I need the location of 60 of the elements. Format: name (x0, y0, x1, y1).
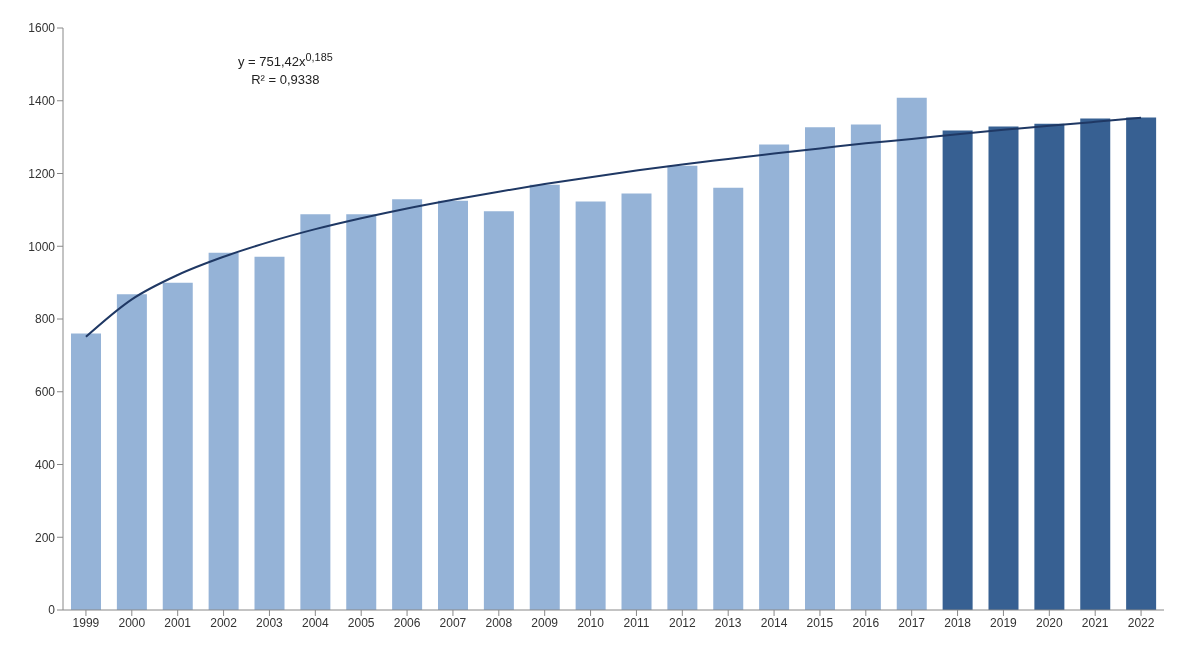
bar (713, 187, 744, 610)
bar (483, 211, 514, 610)
x-tick-label: 2015 (806, 615, 834, 630)
x-tick-label: 2014 (760, 615, 788, 630)
x-tick-label: 1999 (72, 615, 100, 630)
x-tick-label: 2010 (577, 615, 605, 630)
bar (942, 130, 973, 610)
x-tick-label: 2004 (301, 615, 329, 630)
bar (1126, 117, 1157, 610)
x-tick-label: 2017 (898, 615, 926, 630)
x-tick-label: 2012 (668, 615, 696, 630)
x-tick-label: 2009 (531, 615, 559, 630)
x-tick-label: 2008 (485, 615, 513, 630)
bar (1080, 118, 1111, 610)
x-tick-label: 2007 (439, 615, 467, 630)
y-tick-label: 400 (34, 457, 56, 472)
bar (116, 294, 147, 610)
line-series (84, 116, 1143, 338)
x-tick-label: 2013 (714, 615, 742, 630)
bar (346, 214, 377, 610)
x-tick-label: 2022 (1127, 615, 1155, 630)
bar (988, 126, 1019, 610)
x-tick-label: 2000 (118, 615, 146, 630)
bar (621, 193, 652, 610)
x-tick-label: 2019 (990, 615, 1018, 630)
x-tick-label: 2021 (1081, 615, 1109, 630)
bar (300, 214, 331, 610)
bar (896, 97, 927, 610)
bar (438, 200, 468, 610)
annotation: y = 751,42x$^{0,185}$ (238, 50, 333, 72)
y-tick-label: 1000 (28, 239, 56, 254)
x-tick-label: 2005 (347, 615, 375, 630)
y-tick-label: 600 (34, 385, 56, 400)
bar (575, 201, 606, 610)
x-tick-label: 2011 (623, 615, 650, 630)
bar (208, 252, 239, 610)
x-tick-label: 2002 (210, 615, 238, 630)
y-tick-label: 1200 (28, 166, 56, 181)
bar (392, 199, 423, 610)
x-tick-label: 2016 (852, 615, 880, 630)
bar (71, 333, 101, 610)
y-tick-label: 0 (48, 603, 56, 618)
bar (805, 127, 835, 610)
x-tick-label: 2001 (164, 615, 192, 630)
x-tick-label: 2003 (256, 615, 284, 630)
y-tick-label: 200 (34, 530, 56, 545)
bar (1034, 123, 1065, 610)
y-tick-label: 800 (34, 312, 56, 327)
bar (667, 165, 698, 610)
annotation: R² = 0,9338 (250, 71, 321, 90)
y-tick-label: 1400 (28, 94, 56, 109)
bar (759, 144, 790, 610)
x-tick-label: 2006 (393, 615, 421, 630)
x-tick-label: 2018 (944, 615, 972, 630)
x-tick-label: 2020 (1035, 615, 1063, 630)
y-tick-label: 1600 (28, 21, 56, 36)
bar (529, 184, 560, 610)
bar (850, 124, 881, 610)
bar (162, 282, 193, 610)
bar (254, 256, 285, 610)
